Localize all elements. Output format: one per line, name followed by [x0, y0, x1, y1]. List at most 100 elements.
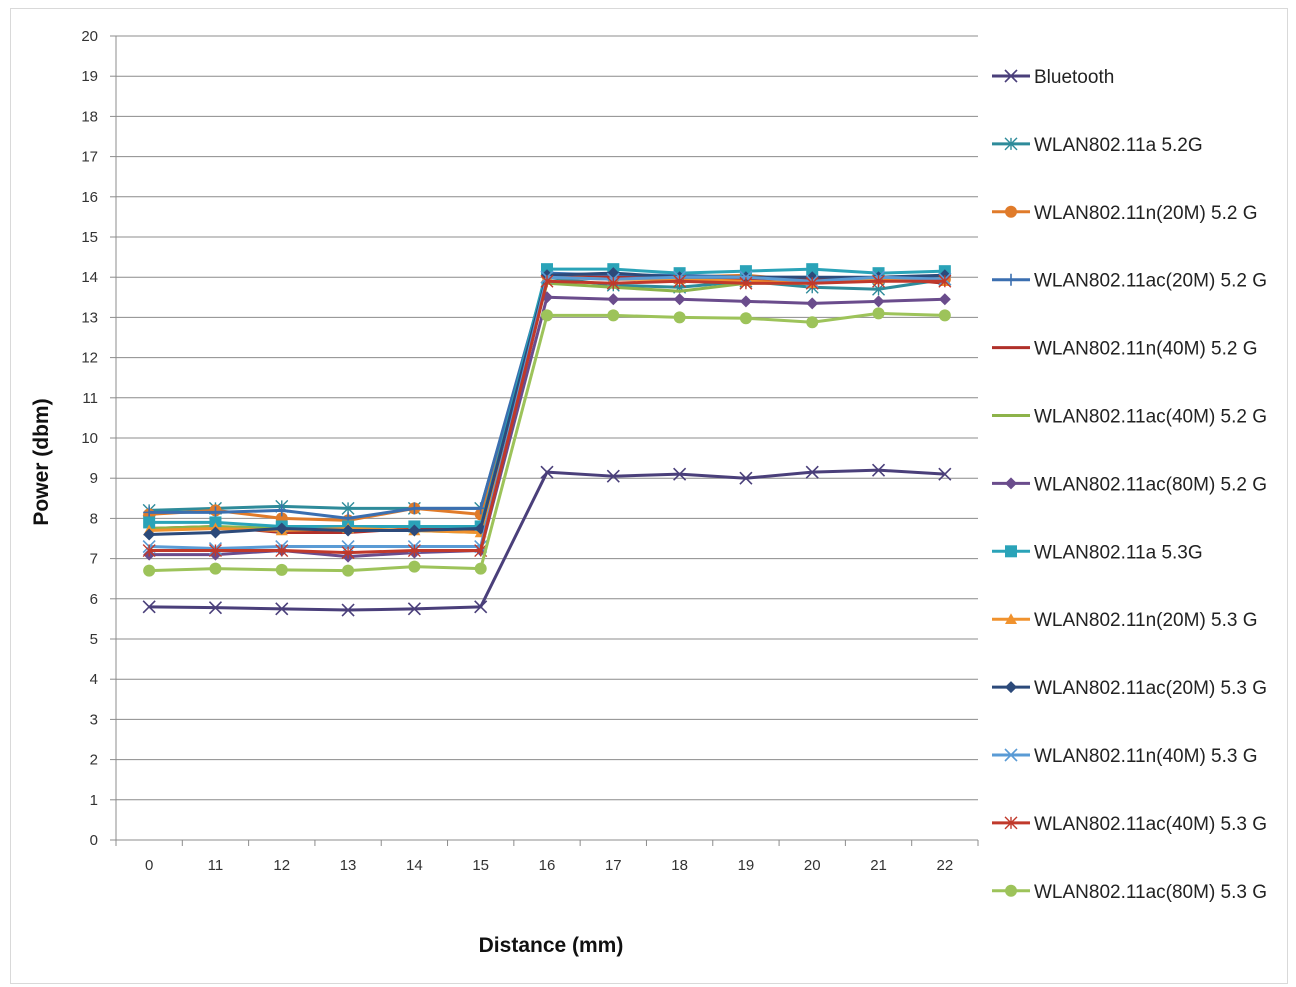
x-tick-label: 15 [472, 857, 489, 874]
legend-item: WLAN802.11a 5.2G [992, 135, 1203, 156]
x-tick-labels: 0 11 12 13 14 15 16 17 18 19 20 21 22 [145, 857, 953, 874]
data-point [739, 276, 753, 290]
data-point [739, 295, 752, 308]
legend-label: WLAN802.11n(40M) 5.3 G [1034, 746, 1258, 767]
data-point [408, 502, 421, 515]
x-tick-label: 13 [340, 857, 357, 874]
data-point [739, 270, 753, 284]
data-point [143, 506, 156, 519]
legend-label: WLAN802.11n(20M) 5.3 G [1034, 610, 1258, 631]
chart-frame [10, 8, 1288, 984]
data-point [872, 307, 885, 320]
data-point [739, 471, 753, 485]
series-12 [143, 307, 951, 577]
x-tick-label: 21 [870, 857, 887, 874]
legend-item: WLAN802.11ac(20M) 5.3 G [992, 678, 1267, 699]
data-point [275, 504, 288, 517]
legend-label: WLAN802.11ac(20M) 5.3 G [1034, 678, 1267, 699]
data-point [607, 293, 620, 306]
data-point [938, 293, 951, 306]
series-0 [142, 463, 952, 617]
y-tick-label: 19 [81, 68, 98, 85]
series-11 [142, 274, 952, 560]
data-point [540, 274, 554, 288]
series-3 [143, 267, 951, 525]
legend-item: WLAN802.11ac(20M) 5.2 G [992, 271, 1267, 292]
legend-label: WLAN802.11ac(40M) 5.2 G [1034, 407, 1267, 428]
x-axis-title: Distance (mm) [479, 934, 624, 957]
data-point [341, 603, 355, 617]
data-point [208, 601, 223, 615]
data-point [1005, 884, 1017, 897]
series-lines [142, 263, 952, 617]
data-point [1005, 613, 1017, 624]
data-point [1005, 273, 1017, 286]
legend-label: WLAN802.11ac(80M) 5.2 G [1034, 474, 1267, 495]
legend-item: Bluetooth [992, 67, 1114, 88]
data-point [1004, 137, 1018, 151]
data-point [407, 544, 421, 558]
legend-item: WLAN802.11n(40M) 5.2 G [992, 339, 1258, 360]
y-tick-label: 3 [90, 711, 98, 728]
series-line [149, 468, 945, 612]
data-point [673, 311, 686, 324]
data-point [1005, 545, 1017, 558]
data-point [142, 544, 156, 558]
data-point [209, 516, 222, 529]
data-point [739, 312, 752, 325]
data-point [1004, 748, 1018, 762]
legend-label: Bluetooth [1034, 67, 1114, 88]
x-tick-label: 17 [605, 857, 622, 874]
y-tick-label: 7 [90, 551, 98, 568]
data-point [1005, 681, 1017, 694]
x-tick-label: 16 [539, 857, 556, 874]
data-point [938, 274, 952, 288]
data-point [540, 465, 554, 479]
data-point [805, 276, 819, 290]
data-point [342, 524, 355, 537]
data-point [408, 524, 421, 537]
data-point [673, 467, 687, 481]
data-point [275, 544, 289, 558]
x-tick-label: 11 [208, 857, 224, 874]
data-point [541, 263, 553, 276]
data-point [341, 546, 355, 560]
data-point [341, 539, 355, 554]
legend-item: WLAN802.11n(20M) 5.2 G [992, 203, 1258, 224]
data-point [1005, 477, 1017, 490]
x-tick-label: 19 [738, 857, 755, 874]
data-point [806, 316, 819, 329]
data-point [341, 501, 355, 515]
data-point [275, 602, 289, 616]
x-tick-label: 22 [937, 857, 954, 874]
data-point [275, 563, 288, 576]
y-tick-label: 13 [81, 309, 98, 326]
y-tick-label: 2 [90, 752, 98, 769]
axes [110, 35, 979, 846]
x-tick-label: 14 [406, 857, 423, 874]
data-point [209, 506, 222, 519]
data-point [872, 295, 885, 308]
legend-label: WLAN802.11n(20M) 5.2 G [1034, 203, 1258, 224]
data-point [1005, 205, 1017, 218]
data-point [806, 297, 819, 310]
x-tick-label: 0 [145, 857, 153, 874]
y-tick-label: 1 [90, 792, 98, 809]
data-point [1004, 69, 1018, 83]
legend-item: WLAN802.11a 5.3G [992, 542, 1203, 563]
data-point [541, 309, 553, 322]
data-point [275, 522, 288, 535]
data-point [407, 602, 421, 616]
data-point [606, 276, 620, 290]
y-tick-label: 11 [82, 390, 98, 407]
y-tick-label: 17 [81, 149, 98, 166]
y-tick-label: 14 [81, 269, 98, 286]
series-9 [143, 267, 951, 541]
x-tick-label: 18 [671, 857, 688, 874]
y-tick-label: 18 [81, 108, 98, 125]
legend-item: WLAN802.11ac(40M) 5.2 G [992, 407, 1267, 428]
legend-label: WLAN802.11a 5.2G [1034, 135, 1203, 156]
data-point [1004, 816, 1018, 830]
legend-label: WLAN802.11n(40M) 5.2 G [1034, 339, 1258, 360]
